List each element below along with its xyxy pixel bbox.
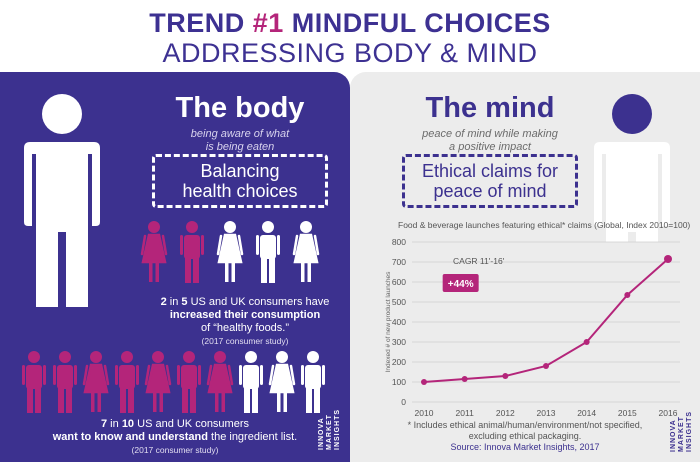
mind-heading: The mind xyxy=(425,92,555,124)
male-person-icon xyxy=(239,351,263,413)
y-tick-label: 300 xyxy=(392,337,406,347)
balancing-box-line1: Balancing xyxy=(200,161,280,181)
large-person-icon xyxy=(24,94,100,307)
innova-logo-right: INNOVA MARKET INSIGHTS xyxy=(670,411,694,452)
female-person-icon xyxy=(144,351,172,412)
y-tick-label: 600 xyxy=(392,277,406,287)
stat1-line3: of “healthy foods.” xyxy=(200,322,290,334)
x-tick-label: 2015 xyxy=(618,408,637,418)
people-row-1 xyxy=(140,221,320,283)
male-person-icon xyxy=(301,351,325,413)
x-tick-label: 2013 xyxy=(537,408,556,418)
ethical-box-line1: Ethical claims for xyxy=(421,161,559,181)
y-tick-label: 800 xyxy=(392,237,406,247)
stat2-mid: in xyxy=(107,418,122,430)
y-tick-label: 100 xyxy=(392,377,406,387)
stat1-rest: US and UK consumers have xyxy=(187,296,330,308)
body-panel: The body being aware of what is being ea… xyxy=(0,72,350,462)
stat2-rest: US and UK consumers xyxy=(134,418,249,430)
people-row-2 xyxy=(22,351,325,413)
stat1-bold-line2: increased their consumption xyxy=(169,309,321,321)
stat1-source: (2017 consumer study) xyxy=(201,336,289,346)
male-person-icon xyxy=(53,351,77,413)
female-person-icon xyxy=(292,221,320,282)
y-tick-label: 700 xyxy=(392,257,406,267)
y-tick-label: 400 xyxy=(392,317,406,327)
mind-subheading: peace of mind while making a positive im… xyxy=(380,128,600,154)
balancing-box: Balancing health choices xyxy=(152,154,328,208)
stat2-num-a: 7 xyxy=(101,418,108,430)
chart-footnote: * Includes ethical animal/human/environm… xyxy=(370,420,680,453)
female-person-icon xyxy=(268,351,296,412)
data-point xyxy=(583,339,590,345)
data-point xyxy=(502,373,509,379)
footnote-line2: excluding ethical packaging. xyxy=(468,431,582,441)
mind-person-icon xyxy=(594,94,670,242)
female-person-icon xyxy=(140,221,168,282)
male-person-icon xyxy=(177,351,201,413)
stat2-num-b: 10 xyxy=(121,418,135,430)
brand-left-line2: MARKET xyxy=(326,414,333,450)
stat2-line2-rest: the ingredient list. xyxy=(207,431,298,443)
y-tick-label: 0 xyxy=(401,397,406,407)
ethical-claims-chart: 0 100 200 300 400 500 600 700 800 2010 2011 2012 201… xyxy=(385,237,680,418)
x-tick-label: 2016 xyxy=(659,408,678,418)
chart-source: Source: Innova Market Insights, 2017 xyxy=(450,442,600,452)
x-tick-label: 2010 xyxy=(415,408,434,418)
stat-2-in-5: 2 in 5 US and UK consumers have increase… xyxy=(140,296,350,348)
female-person-icon xyxy=(206,351,234,412)
stat2-bold-line2: want to know and understand xyxy=(52,431,208,443)
chart-title: Food & beverage launches featuring ethic… xyxy=(398,220,691,230)
mind-panel: The mind peace of mind while making a po… xyxy=(350,72,700,462)
page-subtitle: ADDRESSING BODY & MIND xyxy=(162,38,538,68)
cagr-value: +44% xyxy=(448,279,474,290)
brand-right-line1: INNOVA xyxy=(670,419,677,452)
balancing-box-line2: health choices xyxy=(182,181,298,201)
footnote-line1: * Includes ethical animal/human/environm… xyxy=(407,420,643,430)
data-point xyxy=(461,376,468,382)
data-point xyxy=(664,255,672,263)
stat1-num-b: 5 xyxy=(181,296,188,308)
x-tick-label: 2014 xyxy=(577,408,596,418)
stat-7-in-10: 7 in 10 US and UK consumers want to know… xyxy=(30,418,320,457)
female-person-icon xyxy=(216,221,244,282)
data-point xyxy=(543,363,549,369)
stat1-num-a: 2 xyxy=(160,296,167,308)
female-person-icon xyxy=(82,351,110,412)
brand-right-line3: INSIGHTS xyxy=(686,410,693,452)
male-person-icon xyxy=(115,351,139,413)
title-rest: MINDFUL CHOICES xyxy=(283,8,551,38)
x-tick-label: 2011 xyxy=(456,408,475,418)
title-prefix: TREND xyxy=(149,8,253,38)
ethical-claims-box: Ethical claims for peace of mind xyxy=(402,154,578,208)
body-subheading: being aware of what is being eaten xyxy=(140,128,340,154)
title-accent: #1 xyxy=(252,8,284,38)
brand-right-line2: MARKET xyxy=(678,416,685,452)
brand-left-line3: INSIGHTS xyxy=(334,408,341,450)
innova-logo-left: INNOVA MARKET INSIGHTS xyxy=(318,409,342,450)
male-person-icon xyxy=(256,221,280,283)
cagr-label: CAGR 11'-16' xyxy=(453,256,505,266)
body-heading: The body xyxy=(175,92,305,124)
brand-left-line1: INNOVA xyxy=(318,417,325,450)
mind-subheading-line2: a positive impact xyxy=(449,141,531,153)
mind-subheading-line1: peace of mind while making xyxy=(422,128,558,140)
header: TREND #1 MINDFUL CHOICES ADDRESSING BODY… xyxy=(0,0,700,72)
body-subheading-line2: is being eaten xyxy=(205,141,275,153)
stat1-mid: in xyxy=(166,296,182,308)
ethical-box-line2: peace of mind xyxy=(433,181,547,201)
page-title: TREND #1 MINDFUL CHOICES xyxy=(0,8,700,39)
data-point xyxy=(624,292,631,298)
male-person-icon xyxy=(180,221,204,283)
male-person-icon xyxy=(22,351,46,413)
stat2-source: (2017 consumer study) xyxy=(131,445,219,455)
x-tick-label: 2012 xyxy=(496,408,515,418)
y-tick-label: 500 xyxy=(392,297,406,307)
data-point xyxy=(421,379,427,385)
cagr-badge xyxy=(442,274,479,292)
body-subheading-line1: being aware of what xyxy=(190,128,290,140)
y-tick-label: 200 xyxy=(392,357,406,367)
y-axis-label: Indexed # of new product launches xyxy=(385,271,392,373)
